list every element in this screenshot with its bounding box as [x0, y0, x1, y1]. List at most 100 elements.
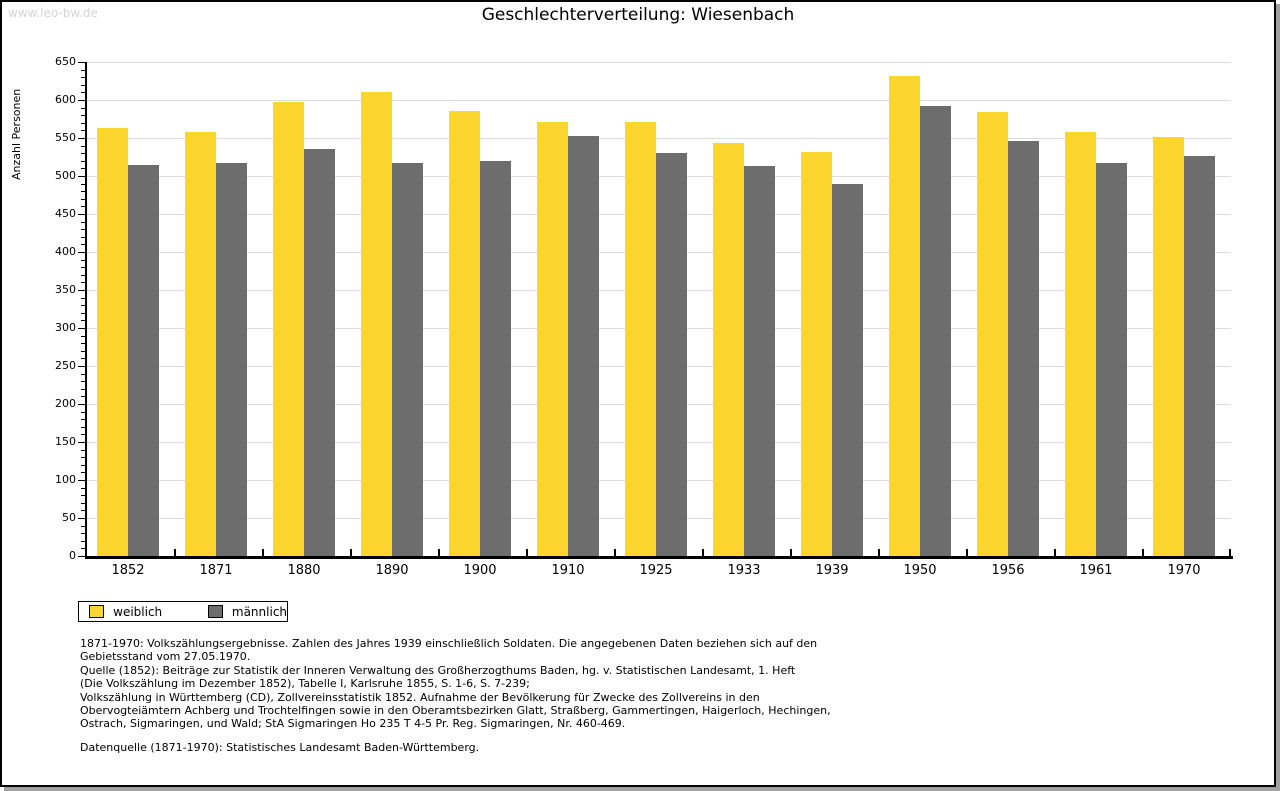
x-tick-label: 1900 [463, 563, 497, 578]
y-minor-tick [81, 373, 85, 375]
y-minor-tick [81, 434, 85, 436]
y-minor-tick [81, 510, 85, 512]
x-tick-label: 1939 [815, 563, 849, 578]
bar-männlich-1956 [1008, 141, 1039, 556]
x-boundary-tick [438, 549, 440, 556]
legend-label-maennlich: männlich [231, 604, 288, 619]
x-boundary-tick [350, 549, 352, 556]
bar-weiblich-1871 [185, 131, 216, 556]
y-major-tick [78, 252, 85, 253]
x-tick-label: 1950 [903, 563, 937, 578]
bar-männlich-1950 [920, 106, 951, 556]
bar-weiblich-1961 [1065, 131, 1096, 556]
y-minor-tick [81, 221, 85, 223]
bar-männlich-1871 [216, 163, 247, 556]
y-minor-tick [81, 457, 85, 459]
y-minor-tick [81, 160, 85, 162]
y-minor-tick [81, 69, 85, 71]
legend: weiblich männlich [78, 601, 288, 622]
y-minor-tick [81, 305, 85, 307]
y-minor-tick [81, 168, 85, 170]
footnote-line: Ostrach, Sigmaringen, und Wald; StA Sigm… [80, 717, 626, 731]
bar-weiblich-1880 [273, 102, 304, 556]
bar-weiblich-1939 [801, 152, 832, 556]
bar-männlich-1890 [392, 163, 423, 556]
y-minor-tick [81, 533, 85, 535]
y-tick-label: 450 [55, 207, 76, 220]
y-tick-label: 400 [55, 245, 76, 258]
y-minor-tick [81, 487, 85, 489]
bar-weiblich-1852 [97, 128, 128, 556]
y-minor-tick [81, 358, 85, 360]
y-minor-tick [81, 297, 85, 299]
y-major-tick [78, 138, 85, 139]
x-tick-label: 1852 [111, 563, 145, 578]
footnote-line: (Die Volkszählung im Dezember 1852), Tab… [80, 677, 530, 691]
watermark: www.leo-bw.de [8, 6, 98, 20]
bar-weiblich-1900 [449, 110, 480, 556]
y-tick-label: 150 [55, 435, 76, 448]
bar-weiblich-1956 [977, 112, 1008, 556]
y-axis-line [85, 62, 87, 559]
y-tick-label: 0 [69, 549, 76, 562]
bar-männlich-1925 [656, 153, 687, 556]
y-minor-tick [81, 107, 85, 109]
y-minor-tick [81, 84, 85, 86]
y-minor-tick [81, 183, 85, 185]
x-tick-label: 1956 [991, 563, 1025, 578]
y-major-tick [78, 214, 85, 215]
legend-swatch-weiblich [89, 605, 105, 618]
y-tick-label: 550 [55, 131, 76, 144]
x-boundary-tick [966, 549, 968, 556]
y-minor-tick [81, 198, 85, 200]
x-tick-label: 1933 [727, 563, 761, 578]
gridline [87, 138, 1231, 139]
x-boundary-tick [878, 549, 880, 556]
footnotes: 1871-1970: Volkszählungsergebnisse. Zahl… [80, 637, 831, 731]
y-major-tick [78, 518, 85, 519]
y-minor-tick [81, 343, 85, 345]
bar-männlich-1910 [568, 136, 599, 556]
x-boundary-tick [174, 549, 176, 556]
x-tick-label: 1890 [375, 563, 409, 578]
bar-männlich-1852 [128, 164, 159, 556]
y-minor-tick [81, 396, 85, 398]
gridline [87, 62, 1231, 63]
footnote-line: Quelle (1852): Beiträge zur Statistik de… [80, 663, 796, 677]
y-major-tick [78, 176, 85, 177]
chart-title: Geschlechterverteilung: Wiesenbach [481, 5, 795, 25]
x-boundary-tick [262, 549, 264, 556]
y-minor-tick [81, 426, 85, 428]
y-minor-tick [81, 411, 85, 413]
y-tick-label: 300 [55, 321, 76, 334]
y-minor-tick [81, 153, 85, 155]
x-boundary-tick [1229, 549, 1231, 556]
y-minor-tick [81, 540, 85, 542]
x-tick-label: 1871 [199, 563, 233, 578]
y-minor-tick [81, 259, 85, 261]
datasource-line: Datenquelle (1871-1970): Statistisches L… [80, 741, 480, 754]
y-minor-tick [81, 525, 85, 527]
x-boundary-tick [790, 549, 792, 556]
x-tick-label: 1925 [639, 563, 673, 578]
y-tick-label: 200 [55, 397, 76, 410]
footnote-line: Obervogteiämtern Achberg und Trochtelfin… [80, 704, 831, 718]
bar-männlich-1933 [744, 166, 775, 556]
y-minor-tick [81, 335, 85, 337]
y-minor-tick [81, 206, 85, 208]
x-tick-label: 1910 [551, 563, 585, 578]
legend-swatch-maennlich [207, 605, 223, 618]
y-minor-tick [81, 229, 85, 231]
plot-area [87, 62, 1231, 556]
y-minor-tick [81, 312, 85, 314]
y-minor-tick [81, 236, 85, 238]
bar-weiblich-1890 [361, 92, 392, 556]
y-minor-tick [81, 502, 85, 504]
y-major-tick [78, 62, 85, 63]
x-tick-label: 1880 [287, 563, 321, 578]
y-tick-label: 600 [55, 93, 76, 106]
y-minor-tick [81, 381, 85, 383]
y-axis-label: Anzahl Personen [10, 88, 23, 180]
y-minor-tick [81, 267, 85, 269]
footnote-line: 1871-1970: Volkszählungsergebnisse. Zahl… [80, 637, 818, 650]
